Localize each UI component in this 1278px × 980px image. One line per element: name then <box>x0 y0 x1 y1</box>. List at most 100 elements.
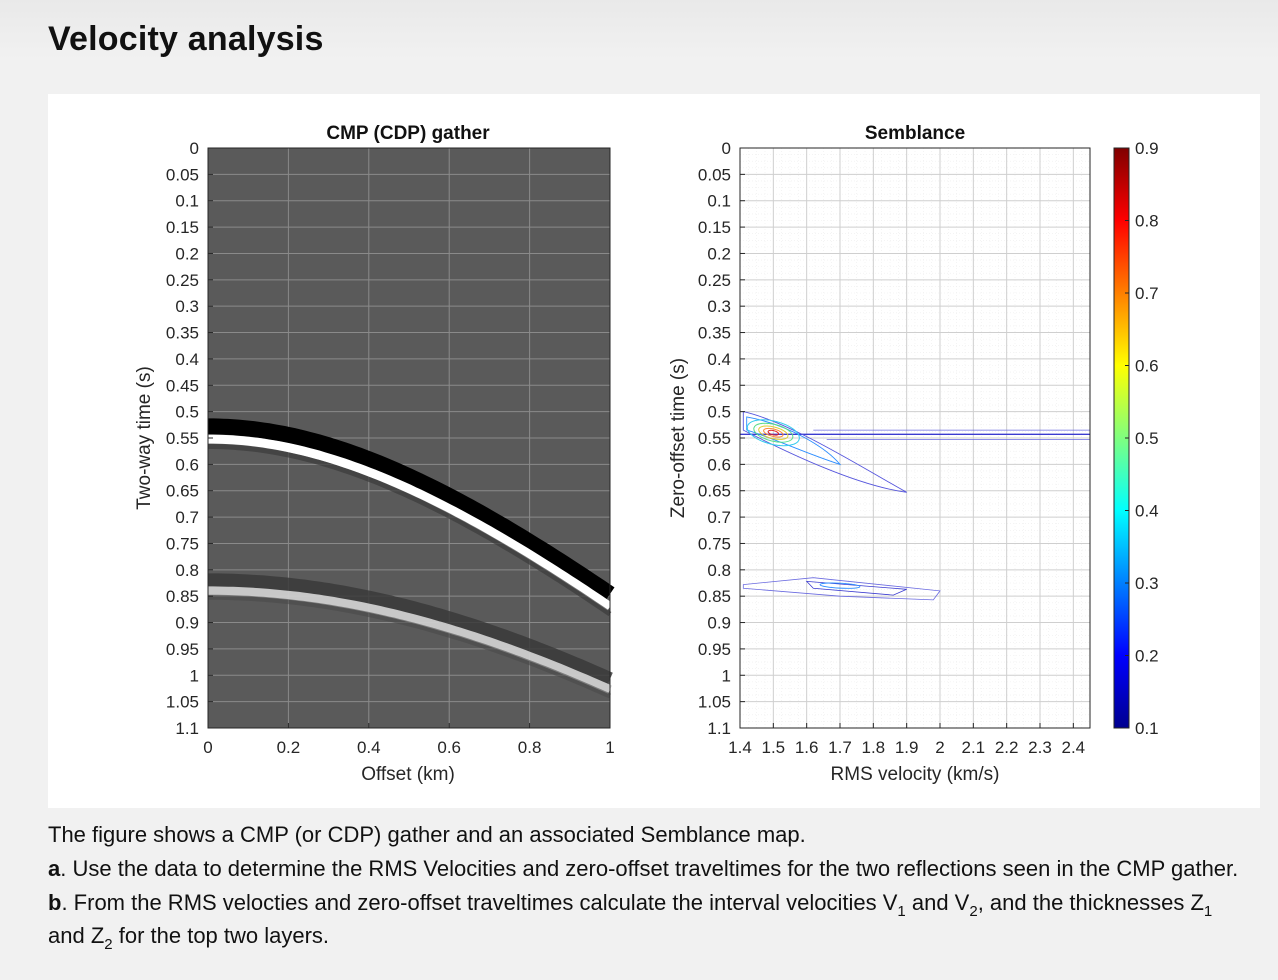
cmp-y-tick-label: 0.2 <box>175 244 199 263</box>
semblance-y-tick-label: 0.3 <box>707 297 731 316</box>
semblance-y-tick-label: 0.65 <box>698 482 731 501</box>
contour-peak-1-ring <box>763 427 784 438</box>
cmp-reflections <box>207 418 615 699</box>
cmp-y-tick-label: 0.85 <box>166 587 199 606</box>
semblance-x-tick-label: 2.2 <box>995 738 1019 757</box>
cmp-y-tick-label: 0.8 <box>175 561 199 580</box>
semblance-x-tick-label: 2 <box>935 738 944 757</box>
cmp-y-tick-label: 0.25 <box>166 271 199 290</box>
semblance-y-tick-label: 0.6 <box>707 455 731 474</box>
part-b-text-1: . From the RMS velocties and zero-offset… <box>61 890 898 915</box>
semblance-y-tick-label: 0.7 <box>707 508 731 527</box>
semblance-x-tick-label: 1.6 <box>795 738 819 757</box>
part-b-label: b <box>48 890 62 915</box>
cmp-y-ticks: 0 0.05 0.1 0.15 0.2 0.25 0.3 0.35 0.4 0.45 0.5 0.55… <box>166 139 213 738</box>
semblance-y-tick-label: 0 <box>722 139 731 158</box>
part-a-text: . Use the data to determine the RMS Velo… <box>60 856 1239 881</box>
page-title: Velocity analysis <box>48 20 324 58</box>
contour-peak-1-ring <box>767 429 780 436</box>
cmp-x-tick-label: 1 <box>605 738 614 757</box>
question-text: The figure shows a CMP (or CDP) gather a… <box>48 820 1248 958</box>
part-b-text-5: for the top two layers. <box>112 923 330 948</box>
cmp-x-ticks: 0 0.2 0.4 0.6 0.8 1 <box>203 723 615 757</box>
contour-event-2-outer <box>742 577 941 601</box>
reflection-2-wavelet <box>208 586 612 694</box>
figure-panel: CMP (CDP) gather Offset (km) Two-way tim… <box>48 94 1260 808</box>
semblance-y-tick-label: 0.15 <box>698 218 731 237</box>
semblance-y-tick-label: 0.4 <box>707 350 731 369</box>
semblance-x-axis-label: RMS velocity (km/s) <box>831 764 1000 785</box>
semblance-title: Semblance <box>865 123 965 144</box>
colorbar-tick-label: 0.8 <box>1135 212 1159 231</box>
semblance-y-axis-label: Zero-offset time (s) <box>668 358 689 518</box>
cmp-y-tick-label: 0.9 <box>175 614 199 633</box>
cmp-y-tick-label: 0.7 <box>175 508 199 527</box>
semblance-y-tick-label: 0.55 <box>698 429 731 448</box>
semblance-y-tick-label: 0.2 <box>707 244 731 263</box>
cmp-y-tick-label: 1 <box>190 666 199 685</box>
cmp-x-tick-label: 0 <box>203 738 212 757</box>
semblance-y-tick-label: 0.75 <box>698 534 731 553</box>
colorbar-tick-label: 0.4 <box>1135 502 1159 521</box>
contour-peak-1-ring <box>746 419 800 447</box>
colorbar-ticks: 0.9 0.8 0.7 0.6 0.5 0.4 0.3 0.2 0.1 <box>1125 139 1159 738</box>
reflection-2-wavelet <box>207 594 612 699</box>
colorbar-tick-label: 0.1 <box>1135 719 1159 738</box>
semblance-y-tick-label: 1.1 <box>707 719 731 738</box>
semblance-y-tick-label: 0.9 <box>707 614 731 633</box>
semblance-x-ticks: 1.4 1.5 1.6 1.7 1.8 1.9 2 2.1 2.2 2.3 2.4 <box>728 723 1085 757</box>
reflection-1-wavelet <box>208 418 615 601</box>
colorbar: 0.9 0.8 0.7 0.6 0.5 0.4 0.3 0.2 0.1 <box>1113 139 1159 738</box>
cmp-y-tick-label: 0.6 <box>175 455 199 474</box>
contour-peak-1-ring <box>753 422 794 443</box>
cmp-y-tick-label: 0.35 <box>166 324 199 343</box>
reflection-1-wavelet <box>207 443 612 617</box>
colorbar-tick-label: 0.7 <box>1135 284 1159 303</box>
cmp-gather-title: CMP (CDP) gather <box>326 123 490 144</box>
contour-level-0.1 <box>742 411 907 493</box>
semblance-y-tick-label: 0.35 <box>698 324 731 343</box>
semblance-y-tick-label: 0.5 <box>707 403 731 422</box>
contour-event-2-mid <box>805 580 907 596</box>
colorbar-tick-label: 0.9 <box>1135 139 1159 158</box>
semblance-y-tick-label: 0.1 <box>707 192 731 211</box>
semblance-y-tick-label: 0.95 <box>698 640 731 659</box>
semblance-x-tick-label: 1.5 <box>762 738 786 757</box>
cmp-y-tick-label: 0.4 <box>175 350 199 369</box>
colorbar-tick-label: 0.2 <box>1135 647 1159 666</box>
part-a-label: a <box>48 856 61 881</box>
part-b-text-3: , and the thicknesses Z <box>977 890 1204 915</box>
contour-peak-2-ring <box>819 582 861 589</box>
contour-peak-1-ring <box>758 425 789 440</box>
reflection-2-wavelet <box>208 573 613 686</box>
cmp-x-axis-label: Offset (km) <box>361 764 455 785</box>
semblance-x-tick-label: 1.9 <box>895 738 919 757</box>
semblance-y-ticks: 0 0.05 0.1 0.15 0.2 0.25 0.3 0.35 0.4 0.45 0.5 0.55… <box>698 139 745 738</box>
semblance-y-tick-label: 0.8 <box>707 561 731 580</box>
semblance-x-tick-label: 2.4 <box>1062 738 1086 757</box>
colorbar-tick-label: 0.6 <box>1135 357 1159 376</box>
cmp-y-tick-label: 0.65 <box>166 482 199 501</box>
cmp-y-tick-label: 0.75 <box>166 534 199 553</box>
cmp-y-tick-label: 0.55 <box>166 429 199 448</box>
subscript-z1: 1 <box>1203 903 1213 920</box>
semblance-x-tick-label: 1.8 <box>862 738 886 757</box>
cmp-y-tick-label: 1.1 <box>175 719 199 738</box>
semblance-y-tick-label: 0.85 <box>698 587 731 606</box>
question-intro: The figure shows a CMP (or CDP) gather a… <box>48 822 806 847</box>
cmp-y-axis-label: Two-way time (s) <box>134 366 155 510</box>
cmp-x-tick-label: 0.4 <box>357 738 381 757</box>
semblance-y-tick-label: 0.05 <box>698 165 731 184</box>
semblance-y-tick-label: 1.05 <box>698 693 731 712</box>
semblance-x-tick-label: 2.3 <box>1028 738 1052 757</box>
subscript-v2: 2 <box>969 903 978 920</box>
subscript-z2: 2 <box>104 936 113 953</box>
semblance-x-tick-label: 1.4 <box>728 738 752 757</box>
cmp-y-tick-label: 0.1 <box>175 192 199 211</box>
semblance-y-tick-label: 1 <box>722 666 731 685</box>
semblance-x-tick-label: 2.1 <box>962 738 986 757</box>
part-b-text-2: and V <box>905 890 970 915</box>
cmp-y-tick-label: 0.45 <box>166 376 199 395</box>
part-b-text-4: and Z <box>48 923 105 948</box>
cmp-gather-plot: CMP (CDP) gather Offset (km) Two-way tim… <box>134 123 615 785</box>
